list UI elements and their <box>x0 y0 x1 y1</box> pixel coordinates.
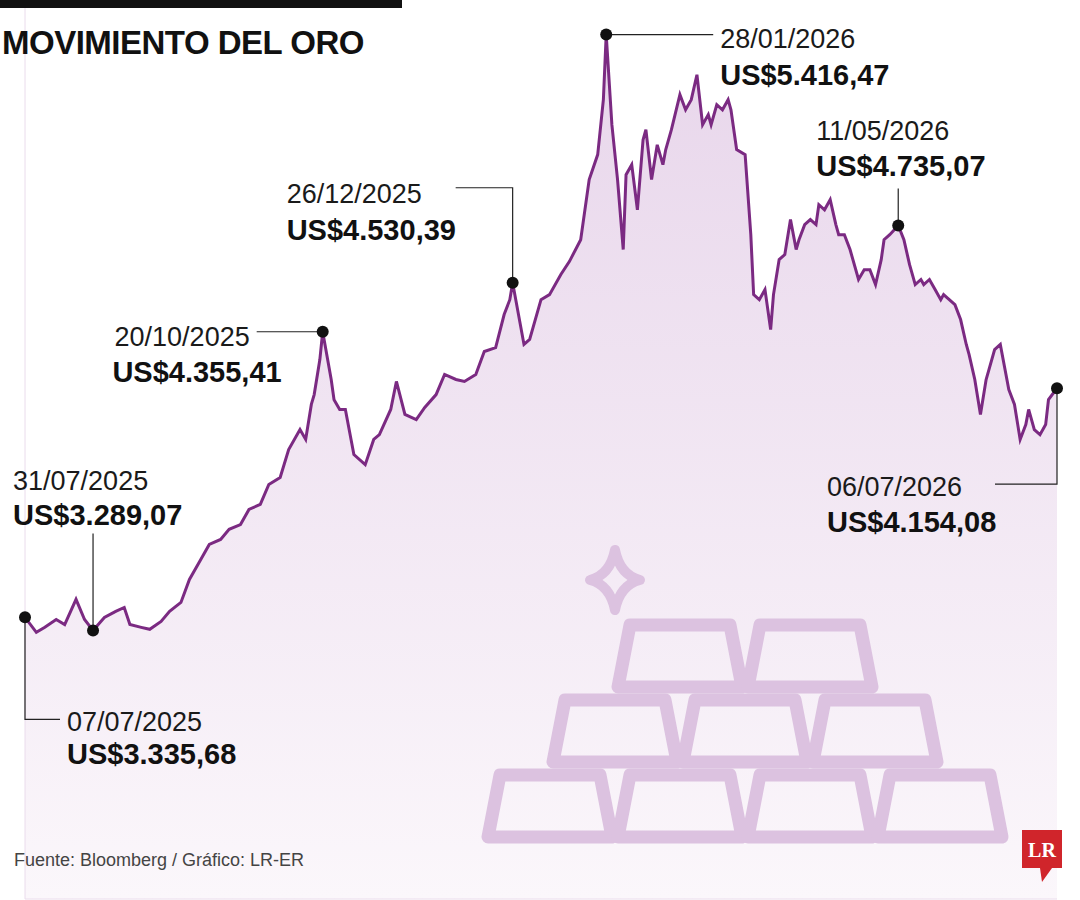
svg-text:US$4.530,39: US$4.530,39 <box>287 214 456 246</box>
svg-text:06/07/2026: 06/07/2026 <box>827 472 962 502</box>
svg-text:26/12/2025: 26/12/2025 <box>287 179 422 209</box>
svg-text:11/05/2026: 11/05/2026 <box>816 116 949 146</box>
svg-text:US$4.154,08: US$4.154,08 <box>827 506 996 538</box>
svg-text:US$3.289,07: US$3.289,07 <box>13 499 182 531</box>
html-text:Fuente: Bloomberg / Gráfico: L: Fuente: Bloomberg / Gráfico: LR-ER <box>14 850 305 870</box>
svg-text:28/01/2026: 28/01/2026 <box>720 24 855 54</box>
svg-text:US$4.355,41: US$4.355,41 <box>112 356 281 388</box>
svg-text:LR: LR <box>1028 839 1056 861</box>
svg-text:07/07/2025: 07/07/2025 <box>67 707 202 737</box>
svg-text:US$5.416,47: US$5.416,47 <box>720 59 889 91</box>
svg-text:20/10/2025: 20/10/2025 <box>115 322 250 352</box>
svg-text:US$4.735,07: US$4.735,07 <box>816 150 985 182</box>
html-text:MOVIMIENTO DEL ORO: MOVIMIENTO DEL ORO <box>2 24 364 61</box>
svg-text:US$3.335,68: US$3.335,68 <box>67 738 236 770</box>
svg-text:31/07/2025: 31/07/2025 <box>13 466 148 496</box>
